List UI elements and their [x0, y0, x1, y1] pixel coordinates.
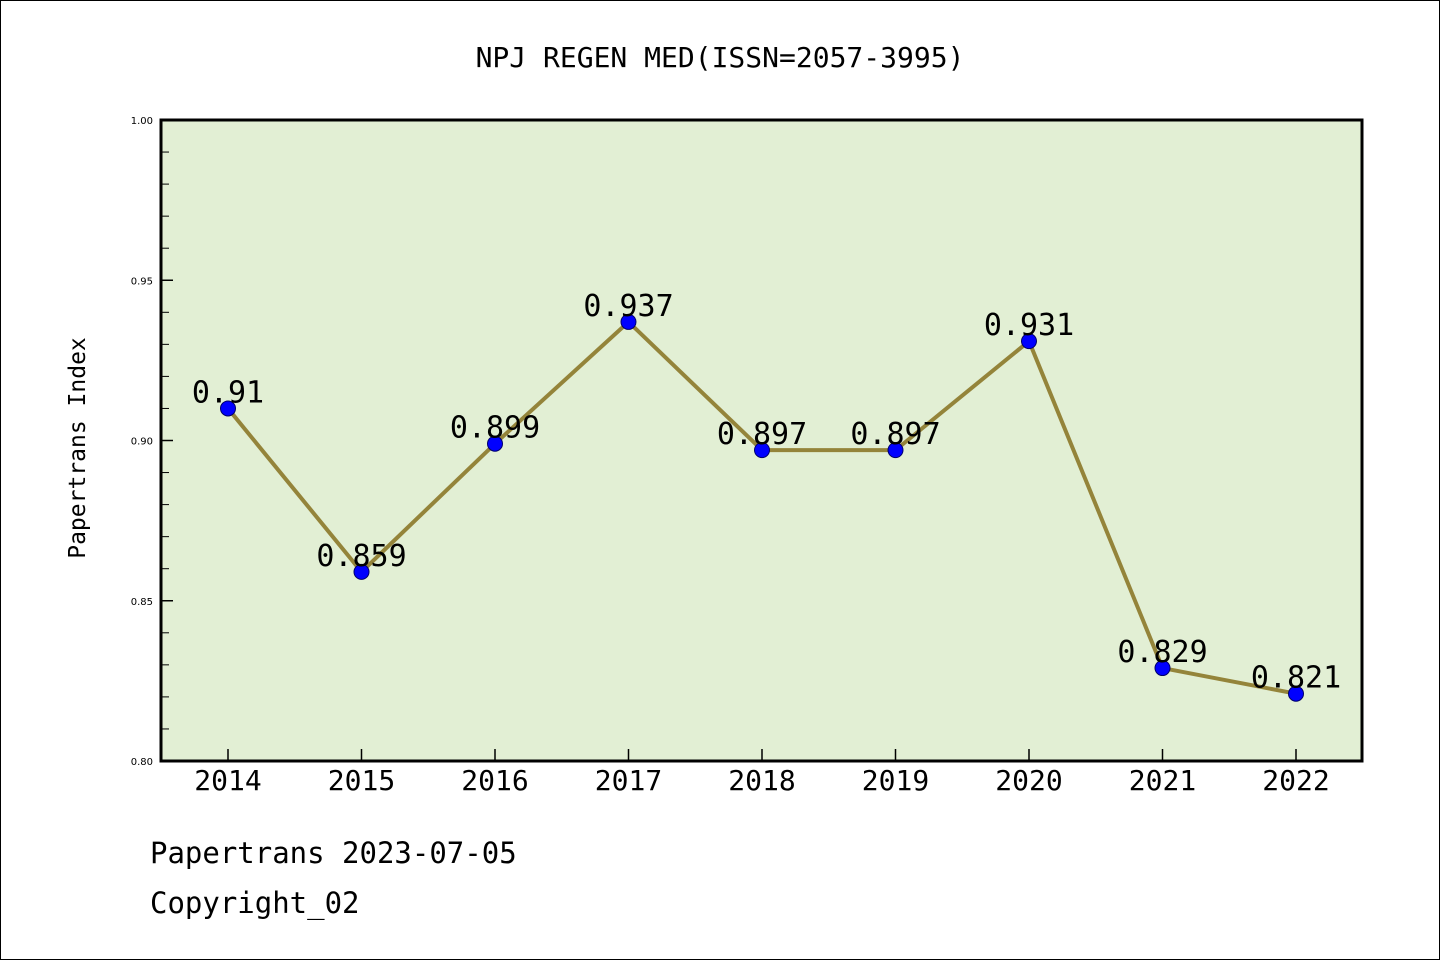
data-label: 0.897 [717, 417, 807, 452]
data-label: 0.899 [450, 411, 540, 446]
data-point [1154, 660, 1171, 677]
y-tick-label: 0.80 [131, 757, 153, 768]
data-label: 0.859 [316, 539, 406, 574]
data-point [887, 442, 904, 459]
data-label: 0.91 [192, 375, 264, 410]
x-tick-label: 2019 [862, 764, 929, 797]
data-label: 0.937 [583, 289, 673, 324]
chart-title: NPJ REGEN MED(ISSN=2057-3995) [476, 41, 965, 74]
y-tick-label: 0.85 [131, 597, 153, 608]
x-tick-label: 2020 [995, 764, 1062, 797]
data-label: 0.821 [1251, 661, 1341, 696]
x-tick-label: 2016 [461, 764, 528, 797]
y-tick-label: 0.95 [131, 276, 153, 287]
data-point [620, 313, 637, 330]
x-tick-label: 2018 [728, 764, 795, 797]
plot-area [161, 120, 1362, 761]
x-tick-label: 2022 [1262, 764, 1329, 797]
data-label: 0.897 [850, 417, 940, 452]
data-point [1021, 333, 1037, 350]
x-tick-label: 2015 [328, 764, 395, 797]
data-label: 0.931 [984, 308, 1074, 343]
y-tick-label: 1.00 [131, 116, 153, 127]
footer-copyright: Copyright_02 [150, 886, 360, 920]
x-tick-label: 2021 [1129, 764, 1196, 797]
y-tick-label: 0.90 [131, 437, 153, 448]
x-axis-ticks: 2014 2015 2016 2017 2018 2019 2020 2021 2022 [194, 749, 1330, 797]
data-point [1288, 685, 1304, 702]
plot-frame [159, 118, 1364, 763]
data-point [353, 563, 370, 580]
footer-date: Papertrans 2023-07-05 [150, 836, 517, 870]
data-point [487, 435, 503, 452]
data-markers [220, 313, 1304, 702]
data-label: 0.829 [1117, 635, 1207, 670]
x-tick-label: 2014 [194, 764, 261, 797]
y-axis-label: Papertrans Index [65, 337, 91, 559]
data-point [220, 400, 236, 417]
data-labels: 0.91 0.859 0.899 0.937 0.897 0.897 0.931 0.829 0… [192, 289, 1341, 696]
x-tick-label: 2017 [595, 764, 662, 797]
data-point [754, 442, 770, 459]
